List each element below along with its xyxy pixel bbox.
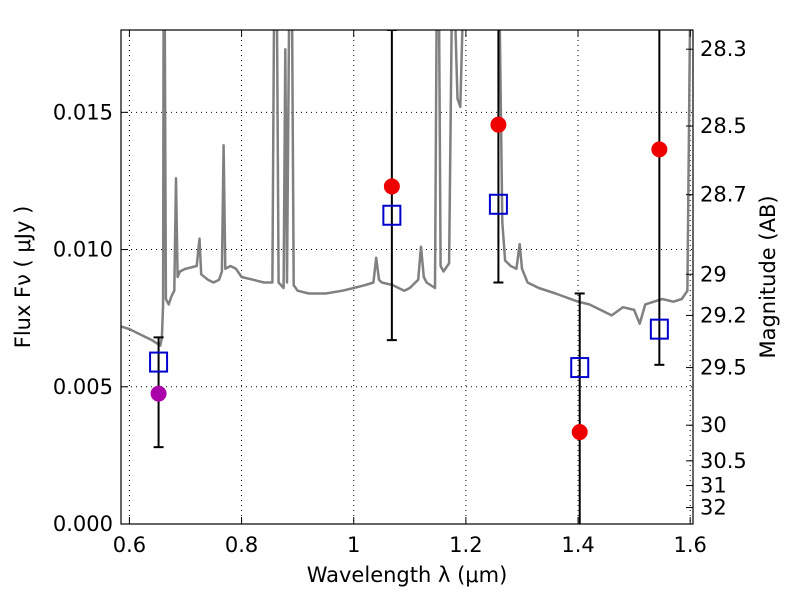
model-photometry-square xyxy=(382,204,402,226)
y2-tick-label: 32 xyxy=(700,496,727,520)
observed-point xyxy=(150,385,167,402)
observed-point xyxy=(571,424,588,441)
x-tick-label: 0.8 xyxy=(225,533,258,557)
y2-tick-label: 28.5 xyxy=(700,114,747,138)
y2-tick-label: 30 xyxy=(700,413,727,437)
x-tick-label: 1 xyxy=(347,533,360,557)
grid xyxy=(121,30,693,525)
y2-tick-label: 28.7 xyxy=(700,183,747,207)
plot-area xyxy=(121,30,692,524)
plot-frame xyxy=(120,29,694,525)
y-tick-label: 0.005 xyxy=(53,375,113,399)
y2-tick-label: 30.5 xyxy=(700,449,747,473)
model-photometry-square xyxy=(649,318,669,340)
y-tick-label: 0.010 xyxy=(53,238,113,262)
y2-tick-label: 29 xyxy=(700,262,727,286)
y-tick-label: 0.000 xyxy=(53,512,113,536)
spectrum-line xyxy=(121,30,692,347)
observed-point xyxy=(490,116,507,133)
model-photometry-square xyxy=(570,357,590,379)
x-axis-label: Wavelength λ (μm) xyxy=(307,563,508,587)
x-tick-label: 1.2 xyxy=(449,533,482,557)
model-photometry-square xyxy=(149,351,169,373)
observed-point xyxy=(383,178,400,195)
x-tick-label: 0.6 xyxy=(113,533,146,557)
y2-tick-label: 31 xyxy=(700,474,727,498)
y-axis-label: Flux Fν ( μJy ) xyxy=(11,206,35,349)
observed-point xyxy=(651,141,668,158)
y2-tick-label: 29.5 xyxy=(700,356,747,380)
x-tick-label: 1.6 xyxy=(673,533,706,557)
y-tick-label: 0.015 xyxy=(53,100,113,124)
y2-tick-label: 29.2 xyxy=(700,303,747,327)
y2-axis-label: Magnitude (AB) xyxy=(756,195,780,358)
model-photometry-square xyxy=(488,193,508,215)
x-tick-label: 1.4 xyxy=(561,533,594,557)
axes: 0.6 0.8 1 1.2 1.4 1.6 0.000 0.005 0.010 0.015 28.3… xyxy=(53,30,747,557)
y2-tick-label: 28.3 xyxy=(700,37,747,61)
